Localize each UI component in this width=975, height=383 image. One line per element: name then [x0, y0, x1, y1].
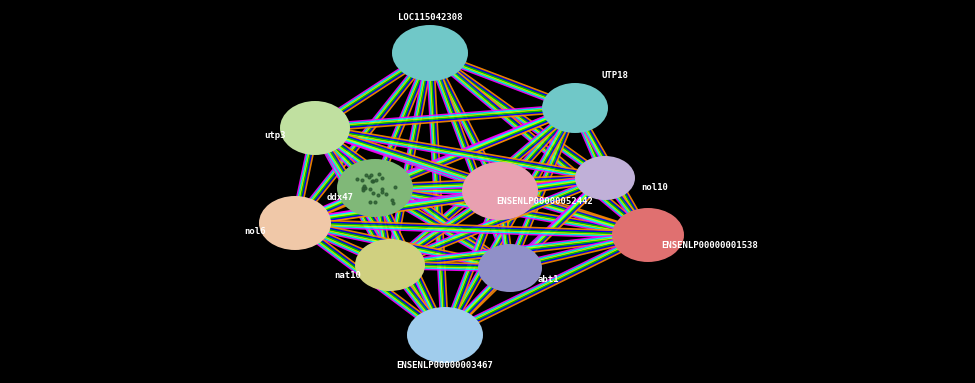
Text: utp3: utp3 [264, 131, 286, 139]
Text: ENSENLP00000003467: ENSENLP00000003467 [397, 360, 493, 370]
Text: nol6: nol6 [245, 226, 266, 236]
Ellipse shape [280, 101, 350, 155]
Text: ddx47: ddx47 [327, 193, 353, 203]
Ellipse shape [355, 239, 425, 291]
Ellipse shape [575, 156, 635, 200]
Text: UTP18: UTP18 [602, 70, 629, 80]
Ellipse shape [612, 208, 684, 262]
Text: LOC115042308: LOC115042308 [398, 13, 462, 23]
Ellipse shape [259, 196, 331, 250]
Ellipse shape [407, 307, 483, 363]
Ellipse shape [542, 83, 608, 133]
Text: nat10: nat10 [334, 270, 362, 280]
Text: nol10: nol10 [642, 183, 669, 193]
Text: ENSENLP00000052442: ENSENLP00000052442 [496, 196, 594, 206]
Ellipse shape [337, 159, 413, 217]
Ellipse shape [392, 25, 468, 81]
Ellipse shape [478, 244, 542, 292]
Ellipse shape [462, 162, 538, 220]
Text: abt1: abt1 [537, 275, 559, 285]
Text: ENSENLP00000001538: ENSENLP00000001538 [662, 241, 759, 249]
